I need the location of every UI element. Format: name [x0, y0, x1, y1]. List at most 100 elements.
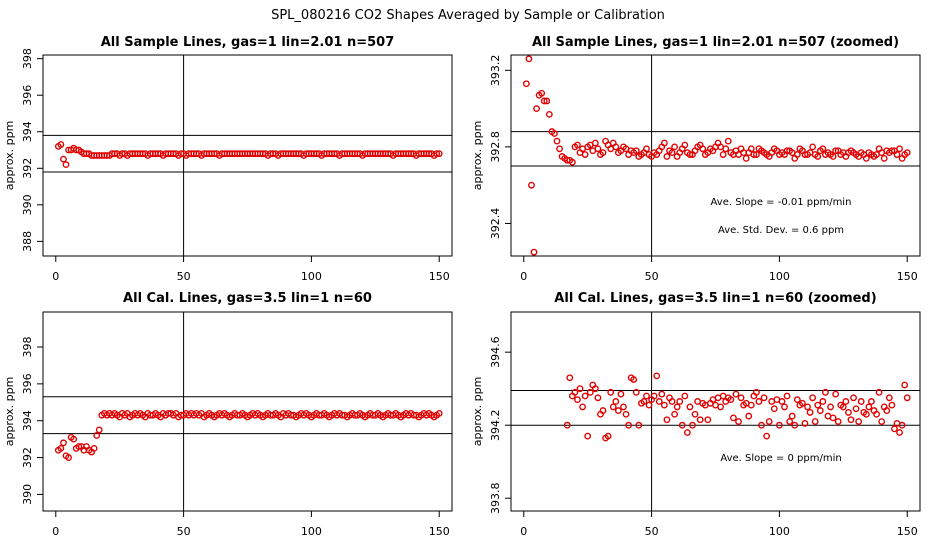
data-point [689, 421, 696, 429]
chart-panel-1: All Sample Lines, gas=1 lin=2.01 n=507 0 5… [3, 35, 453, 283]
data-point [735, 418, 742, 425]
data-point [786, 418, 794, 425]
data-point [579, 403, 586, 411]
y-tick-label: 392.8 [489, 131, 502, 163]
data-point [742, 154, 750, 162]
x-tick-label: 0 [520, 270, 527, 283]
y-tick-label: 390 [21, 484, 34, 505]
x-tick-label: 100 [301, 270, 322, 283]
data-point [435, 409, 443, 417]
data-point [806, 409, 814, 416]
data-point [809, 143, 817, 151]
data-point [522, 80, 530, 88]
data-point [678, 421, 686, 429]
y-axis-label: approx. ppm [471, 121, 484, 191]
data-point [829, 153, 837, 160]
data-point [653, 372, 661, 380]
data-point [533, 105, 540, 113]
data-point [676, 398, 684, 405]
x-tick-label: 50 [645, 525, 659, 538]
data-point [888, 147, 896, 155]
panel-title: All Sample Lines, gas=1 lin=2.01 n=507 [101, 35, 395, 50]
data-point [612, 143, 620, 151]
data-point [607, 388, 615, 396]
data-point [643, 392, 650, 400]
data-point [852, 405, 860, 413]
data-point [65, 454, 72, 461]
y-tick-label: 392.4 [489, 208, 502, 240]
data-point [635, 421, 643, 429]
data-point [433, 150, 441, 158]
data-point [885, 394, 893, 402]
data-point [793, 396, 801, 404]
data-point [903, 149, 911, 157]
data-point [645, 401, 653, 409]
data-point [850, 394, 857, 402]
data-point [568, 158, 576, 166]
data-point [819, 398, 827, 405]
data-point [903, 394, 911, 402]
data-point [571, 388, 579, 396]
data-point [540, 97, 548, 105]
data-point [819, 145, 827, 153]
data-point [594, 394, 602, 402]
data-point [551, 130, 558, 137]
panel-title: All Cal. Lines, gas=3.5 lin=1 n=60 [123, 291, 372, 306]
data-point [538, 89, 546, 97]
data-point [594, 145, 602, 153]
data-point [563, 421, 571, 429]
data-point [717, 403, 725, 411]
data-point [70, 435, 78, 443]
data-point [671, 410, 678, 418]
data-point [95, 426, 103, 434]
data-point [811, 418, 819, 425]
data-point [847, 416, 855, 424]
data-point [770, 405, 778, 413]
data-point [855, 418, 863, 425]
panel-title: All Sample Lines, gas=1 lin=2.01 n=507 (… [532, 35, 899, 50]
data-point [650, 392, 658, 400]
panel-title: All Cal. Lines, gas=3.5 lin=1 n=60 (zoom… [554, 291, 876, 306]
data-point [62, 161, 70, 169]
data-point [620, 403, 627, 411]
data-point [90, 444, 98, 452]
data-point [765, 418, 773, 425]
data-point [574, 141, 581, 149]
data-point [896, 145, 903, 153]
data-point [747, 401, 755, 409]
data-point [545, 110, 553, 118]
data-point [556, 145, 563, 153]
data-point [658, 390, 666, 398]
x-tick-label: 50 [177, 525, 191, 538]
data-point [609, 403, 617, 411]
data-point [755, 398, 763, 405]
data-point [683, 429, 691, 436]
data-point [681, 392, 689, 400]
data-point [829, 414, 837, 422]
data-point [643, 145, 650, 153]
data-point [745, 412, 753, 420]
x-tick-label: 50 [177, 270, 191, 283]
data-point [724, 137, 732, 145]
data-point [599, 149, 607, 157]
y-tick-label: 392 [21, 447, 34, 468]
data-point [822, 388, 829, 396]
data-point [901, 381, 909, 389]
y-tick-label: 396 [21, 373, 34, 394]
data-point [553, 137, 561, 145]
data-points [522, 55, 911, 256]
data-point [737, 394, 745, 402]
data-point [60, 439, 67, 447]
data-point [57, 444, 65, 452]
chart-panel-3: All Cal. Lines, gas=3.5 lin=1 n=60 0 50 100… [3, 291, 453, 538]
data-point [525, 55, 533, 63]
data-point [591, 385, 599, 393]
data-point [781, 403, 788, 411]
data-point [799, 399, 806, 407]
x-tick-label: 100 [769, 270, 790, 283]
data-point [60, 155, 67, 163]
data-point [530, 248, 538, 256]
y-tick-label: 396 [21, 85, 34, 106]
data-point [660, 401, 668, 409]
data-point [845, 409, 852, 416]
